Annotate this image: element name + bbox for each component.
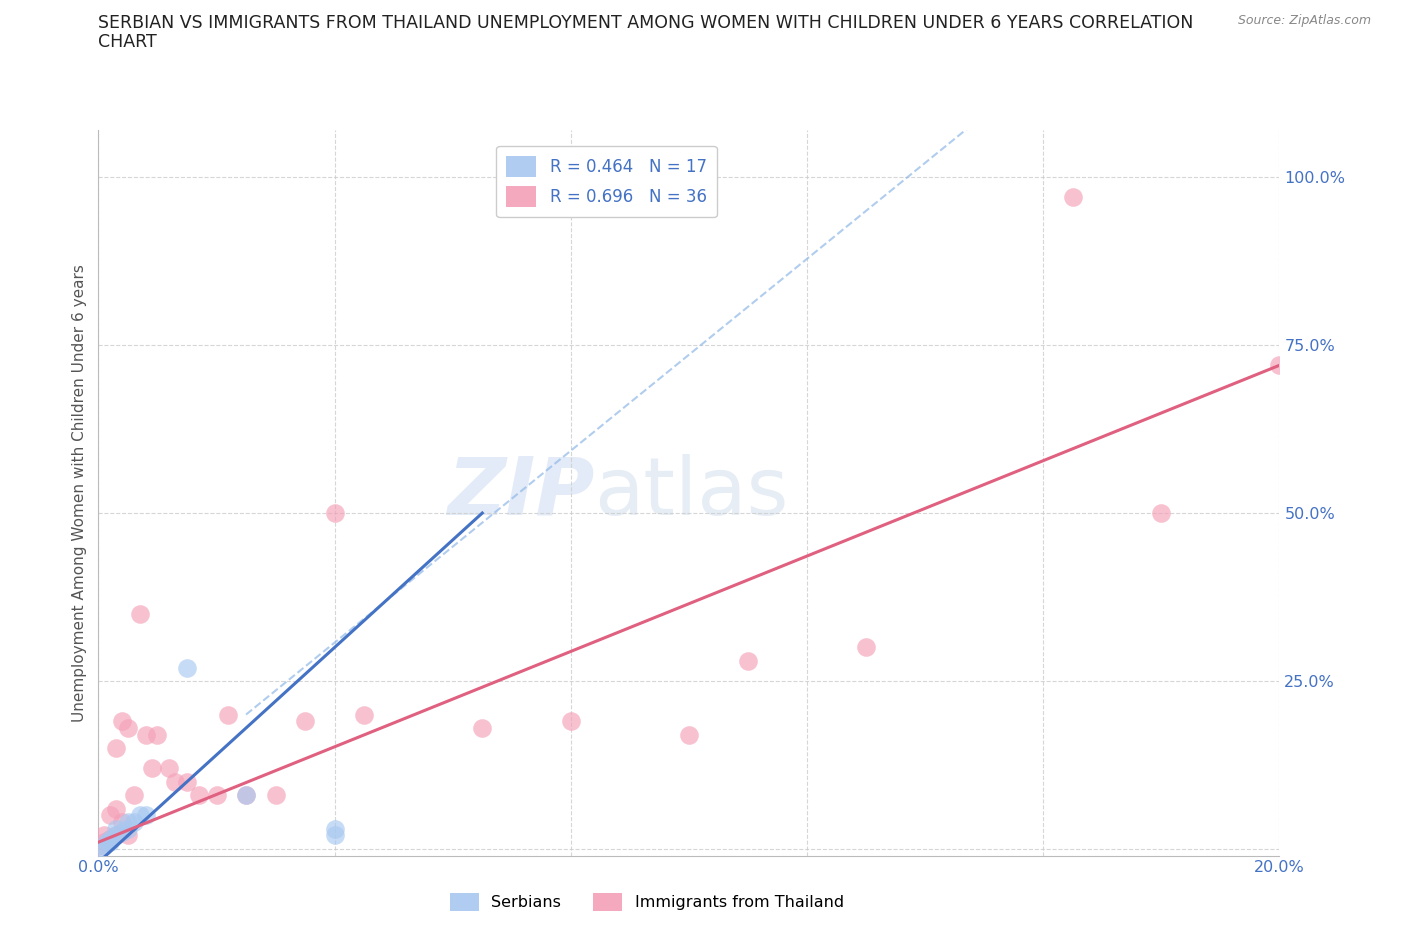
Point [128, 808, 150, 823]
Point [165, 775, 187, 790]
Point [1062, 190, 1084, 205]
Point [96, 835, 118, 850]
Point [1268, 358, 1291, 373]
Point [117, 828, 139, 843]
Point [146, 727, 169, 742]
Point [1150, 506, 1173, 521]
Point [323, 506, 346, 521]
Point [93, 838, 115, 853]
Point [111, 714, 134, 729]
Point [117, 721, 139, 736]
Text: Source: ZipAtlas.com: Source: ZipAtlas.com [1237, 14, 1371, 27]
Text: ZIP: ZIP [447, 454, 595, 532]
Point [98, 808, 121, 823]
Legend: R = 0.464   N = 17, R = 0.696   N = 36: R = 0.464 N = 17, R = 0.696 N = 36 [496, 146, 717, 217]
Point [323, 828, 346, 843]
Point [205, 788, 228, 803]
Text: CHART: CHART [98, 33, 157, 50]
Point [105, 828, 128, 843]
Point [93, 828, 115, 843]
Point [323, 821, 346, 836]
Point [353, 707, 375, 722]
Point [117, 815, 139, 830]
Point [98, 831, 121, 846]
Point [122, 788, 145, 803]
Point [111, 815, 134, 830]
Point [128, 606, 150, 621]
Point [560, 714, 582, 729]
Point [87, 838, 110, 853]
Point [105, 801, 128, 816]
Point [98, 831, 121, 846]
Point [678, 727, 700, 742]
Point [235, 788, 257, 803]
Point [264, 788, 287, 803]
Point [157, 761, 180, 776]
Text: atlas: atlas [595, 454, 789, 532]
Point [471, 721, 494, 736]
Point [105, 740, 128, 755]
Point [122, 815, 145, 830]
Point [855, 640, 877, 655]
Point [105, 828, 128, 843]
Point [235, 788, 257, 803]
Point [187, 788, 209, 803]
Point [98, 835, 121, 850]
Y-axis label: Unemployment Among Women with Children Under 6 years: Unemployment Among Women with Children U… [72, 264, 87, 722]
Point [176, 660, 198, 675]
Point [135, 808, 157, 823]
Point [135, 727, 157, 742]
Point [737, 654, 759, 669]
Text: SERBIAN VS IMMIGRANTS FROM THAILAND UNEMPLOYMENT AMONG WOMEN WITH CHILDREN UNDER: SERBIAN VS IMMIGRANTS FROM THAILAND UNEM… [98, 14, 1194, 32]
Point [117, 821, 139, 836]
Point [111, 825, 134, 840]
Point [176, 775, 198, 790]
Point [141, 761, 163, 776]
Point [93, 835, 115, 850]
Point [105, 821, 128, 836]
Point [294, 714, 316, 729]
Legend: Serbians, Immigrants from Thailand: Serbians, Immigrants from Thailand [443, 886, 851, 917]
Point [87, 842, 110, 857]
Point [217, 707, 239, 722]
